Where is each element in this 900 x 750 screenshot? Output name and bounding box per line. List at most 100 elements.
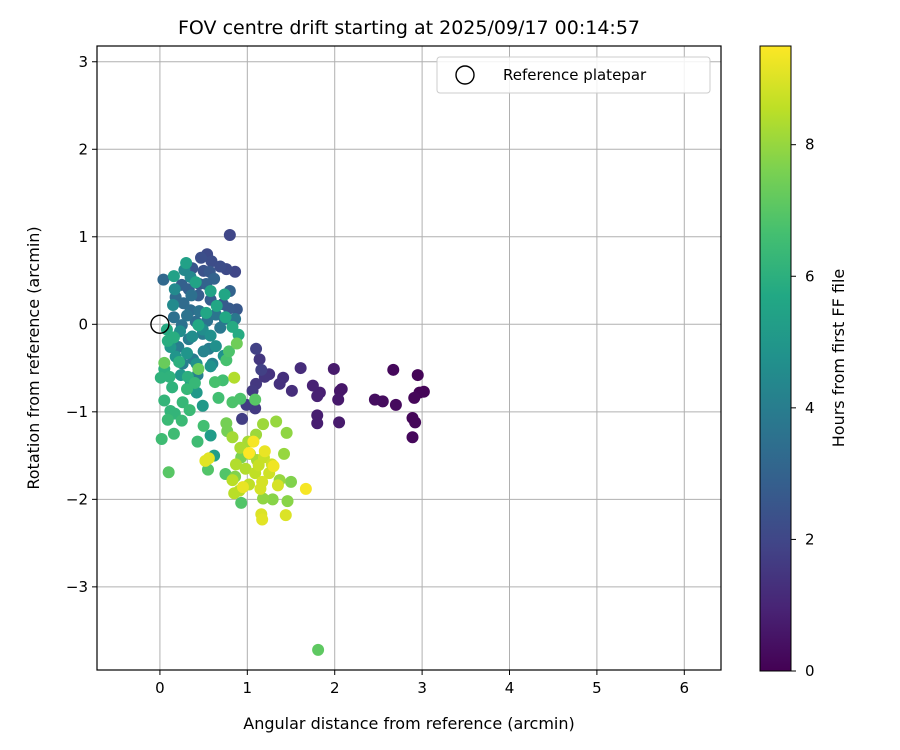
- x-tick-label: 0: [155, 679, 165, 697]
- data-point: [273, 377, 286, 390]
- colorbar-tick-label: 2: [805, 530, 815, 548]
- data-point: [311, 390, 324, 403]
- x-axis-title: Angular distance from reference (arcmin): [243, 714, 574, 733]
- data-point: [167, 270, 180, 283]
- data-point: [271, 479, 284, 492]
- y-tick-label: 3: [78, 53, 88, 71]
- data-point: [411, 369, 424, 382]
- data-point: [209, 340, 222, 353]
- colorbar-tick-label: 8: [805, 136, 815, 154]
- data-point: [181, 309, 194, 322]
- data-point: [191, 435, 204, 448]
- data-point: [154, 371, 167, 384]
- x-tick-label: 5: [592, 679, 602, 697]
- data-point: [167, 427, 180, 440]
- colorbar-title: Hours from first FF file: [829, 269, 848, 448]
- legend-box: [436, 56, 711, 94]
- data-point: [247, 435, 260, 448]
- data-point: [190, 386, 203, 399]
- legend-marker-reference: [455, 65, 475, 85]
- data-point: [185, 289, 198, 302]
- data-point: [267, 460, 280, 473]
- data-point: [311, 417, 324, 430]
- data-point: [204, 329, 217, 342]
- reference-marker: [150, 314, 170, 335]
- data-point: [158, 356, 171, 369]
- y-tick-label: −3: [66, 578, 88, 596]
- data-points: [154, 229, 430, 656]
- data-point: [230, 337, 243, 350]
- data-point: [258, 445, 271, 458]
- data-point: [157, 273, 170, 286]
- data-point: [249, 393, 262, 406]
- data-point: [186, 330, 199, 343]
- data-point: [368, 393, 381, 406]
- data-point: [279, 509, 292, 522]
- x-tick-label: 1: [243, 679, 253, 697]
- data-point: [197, 419, 210, 432]
- data-point: [176, 396, 189, 409]
- data-point: [180, 257, 193, 270]
- x-tick-label: 6: [680, 679, 690, 697]
- data-point: [257, 418, 270, 431]
- reference-layer: [150, 314, 170, 335]
- data-point: [200, 306, 213, 319]
- data-point: [235, 496, 248, 509]
- y-tick-label: −2: [66, 490, 88, 508]
- y-axis: −3 −2 −1 0 1 2 3: [66, 53, 97, 596]
- data-point: [219, 311, 232, 324]
- data-point: [278, 447, 291, 460]
- colorbar-tick-label: 0: [805, 662, 815, 680]
- x-axis: 0 1 2 3 4 5 6: [155, 670, 689, 697]
- data-point: [167, 331, 180, 344]
- data-point: [387, 363, 400, 376]
- data-point: [327, 362, 340, 375]
- data-point: [229, 458, 242, 471]
- data-point: [167, 311, 180, 324]
- data-point: [223, 229, 236, 242]
- data-point: [204, 285, 217, 298]
- data-point: [280, 426, 293, 439]
- data-point: [306, 379, 319, 392]
- data-point: [195, 251, 207, 264]
- data-point: [208, 376, 221, 389]
- y-tick-label: 0: [78, 315, 88, 333]
- data-point: [214, 321, 227, 334]
- y-tick-label: −1: [66, 403, 88, 421]
- data-point: [333, 416, 346, 429]
- data-point: [406, 431, 419, 444]
- data-point: [312, 643, 325, 656]
- plot-frame: [96, 45, 722, 671]
- data-point: [285, 475, 298, 488]
- data-point: [226, 474, 239, 487]
- data-point: [192, 319, 205, 332]
- data-point: [183, 404, 196, 417]
- data-point: [239, 462, 252, 475]
- data-point: [256, 513, 269, 526]
- data-point: [196, 399, 209, 412]
- data-point: [158, 394, 171, 407]
- colorbar-ticks: 0 2 4 6 8: [791, 136, 815, 680]
- data-point: [199, 454, 212, 467]
- y-tick-label: 2: [78, 140, 88, 158]
- data-point: [205, 255, 218, 268]
- x-tick-label: 3: [417, 679, 427, 697]
- data-point: [285, 384, 298, 397]
- colorbar: 0 2 4 6 8 Hours from first FF file: [759, 45, 848, 680]
- data-point: [332, 393, 345, 406]
- legend-label-reference: Reference platepar: [503, 66, 647, 84]
- data-point: [236, 412, 249, 425]
- data-point: [214, 260, 227, 273]
- colorbar-tick-label: 6: [805, 267, 815, 285]
- y-tick-label: 1: [78, 228, 88, 246]
- data-point: [299, 482, 312, 495]
- data-point: [162, 466, 175, 479]
- chart-title: FOV centre drift starting at 2025/09/17 …: [178, 17, 640, 39]
- data-point: [234, 441, 247, 454]
- data-point: [226, 431, 239, 444]
- data-point: [155, 432, 168, 445]
- data-point: [189, 276, 202, 289]
- data-point: [175, 414, 188, 427]
